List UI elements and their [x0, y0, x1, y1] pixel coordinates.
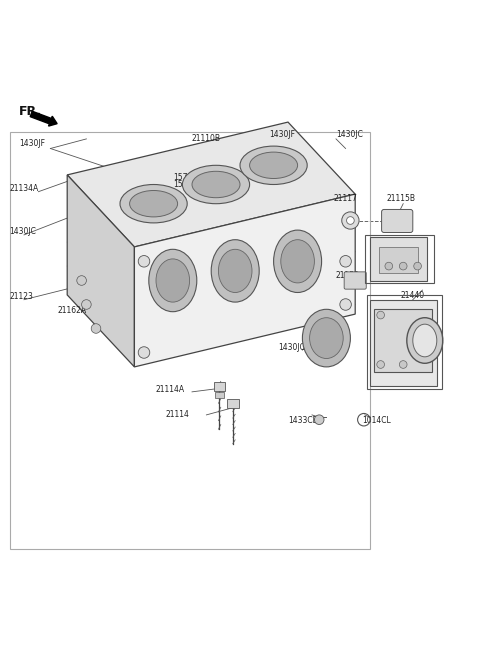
- Circle shape: [385, 262, 393, 270]
- Ellipse shape: [407, 318, 443, 363]
- Circle shape: [340, 299, 351, 310]
- Circle shape: [340, 256, 351, 267]
- Ellipse shape: [240, 146, 307, 185]
- Text: 21123: 21123: [10, 292, 34, 301]
- Text: 21134A: 21134A: [10, 184, 39, 193]
- Circle shape: [399, 361, 407, 369]
- Text: FR.: FR.: [19, 105, 42, 118]
- Text: 21440: 21440: [401, 291, 425, 300]
- Ellipse shape: [218, 249, 252, 292]
- Circle shape: [377, 311, 384, 319]
- Circle shape: [91, 324, 101, 333]
- Circle shape: [347, 217, 354, 224]
- Text: 1014CL: 1014CL: [362, 416, 391, 425]
- Polygon shape: [134, 194, 355, 367]
- Circle shape: [82, 300, 91, 309]
- Text: 21443: 21443: [406, 343, 430, 352]
- Text: 21117: 21117: [334, 194, 358, 204]
- Bar: [370, 300, 437, 386]
- Ellipse shape: [120, 185, 187, 223]
- Text: 1430JC: 1430JC: [278, 343, 305, 352]
- Ellipse shape: [310, 318, 343, 359]
- Ellipse shape: [413, 324, 437, 357]
- Bar: [10, 131, 370, 549]
- Text: 21150A: 21150A: [370, 243, 399, 252]
- Bar: [215, 392, 224, 398]
- Circle shape: [377, 361, 384, 369]
- Polygon shape: [67, 175, 134, 367]
- Text: 1571RC: 1571RC: [173, 173, 202, 182]
- Ellipse shape: [250, 152, 298, 179]
- Text: 21110B: 21110B: [192, 135, 221, 143]
- Bar: [370, 237, 427, 281]
- Polygon shape: [374, 309, 432, 372]
- Ellipse shape: [302, 309, 350, 367]
- Ellipse shape: [192, 171, 240, 198]
- Circle shape: [314, 415, 324, 424]
- Polygon shape: [67, 122, 355, 247]
- FancyBboxPatch shape: [382, 210, 413, 233]
- Ellipse shape: [182, 166, 250, 204]
- Bar: [379, 247, 418, 273]
- Circle shape: [342, 212, 359, 229]
- Ellipse shape: [130, 191, 178, 217]
- Ellipse shape: [211, 240, 259, 302]
- Text: 21152: 21152: [336, 271, 360, 280]
- Text: 1571TC: 1571TC: [173, 180, 202, 189]
- Text: 21114: 21114: [166, 411, 190, 419]
- FancyBboxPatch shape: [344, 272, 366, 289]
- Circle shape: [138, 256, 150, 267]
- Text: 1430JC: 1430JC: [336, 129, 363, 139]
- Ellipse shape: [149, 249, 197, 311]
- Text: 1433CE: 1433CE: [288, 416, 317, 425]
- FancyArrow shape: [30, 111, 57, 126]
- Bar: [367, 295, 442, 388]
- Ellipse shape: [274, 230, 322, 292]
- Text: 21162A: 21162A: [58, 306, 87, 315]
- Bar: [365, 235, 434, 283]
- Text: 21115B: 21115B: [386, 194, 415, 204]
- Ellipse shape: [281, 240, 314, 283]
- Bar: [227, 399, 239, 408]
- Bar: [214, 382, 225, 391]
- Circle shape: [138, 347, 150, 358]
- Circle shape: [414, 262, 421, 270]
- Circle shape: [399, 262, 407, 270]
- Circle shape: [77, 276, 86, 285]
- Text: 21114A: 21114A: [156, 386, 185, 394]
- Text: 1430JF: 1430JF: [19, 139, 45, 148]
- Text: 1430JF: 1430JF: [269, 129, 295, 139]
- Text: 1430JC: 1430JC: [10, 227, 36, 236]
- Ellipse shape: [156, 259, 190, 302]
